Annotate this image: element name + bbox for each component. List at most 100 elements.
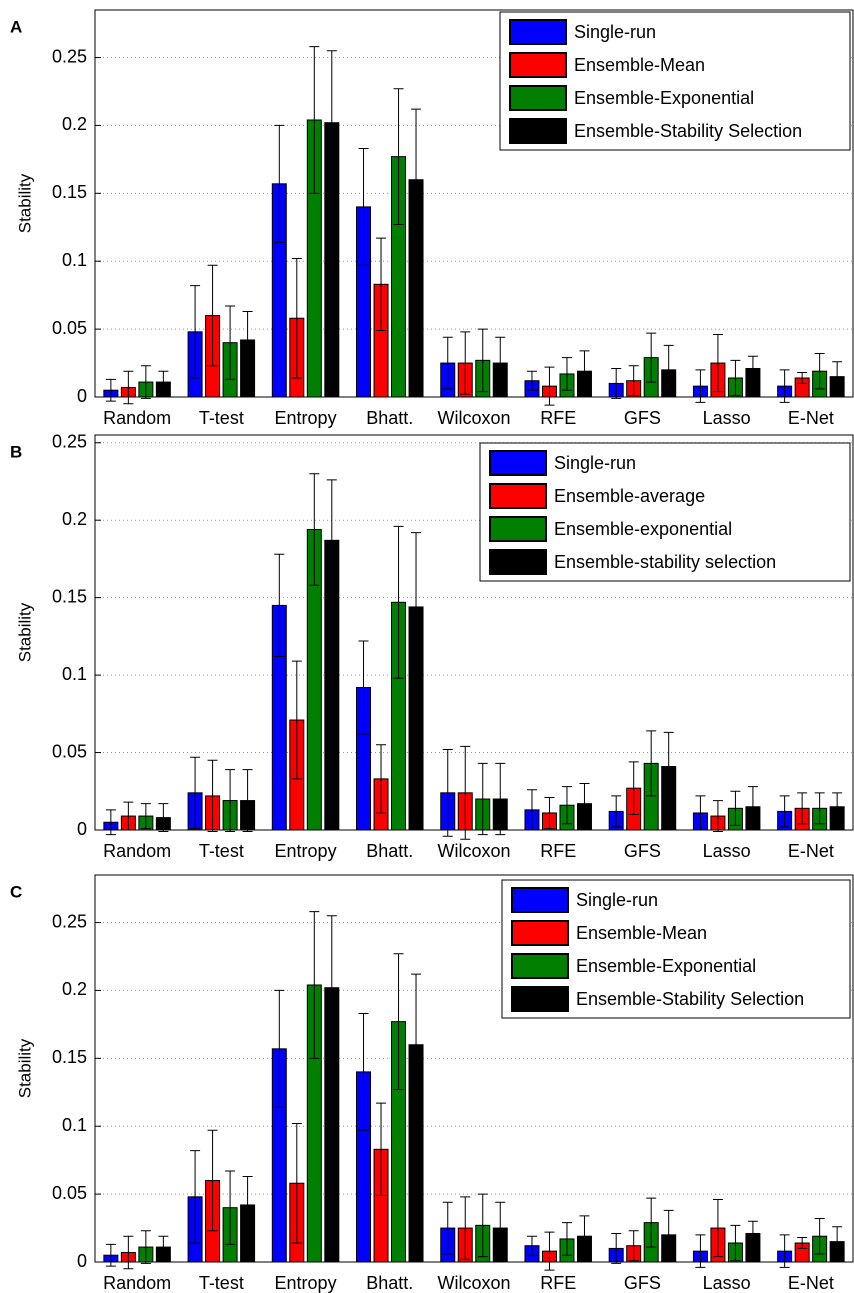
x-tick-label: RFE [540, 408, 576, 428]
error-bar [814, 353, 825, 390]
error-bar [376, 1102, 387, 1196]
error-bar [274, 989, 285, 1108]
error-bar [477, 1193, 488, 1258]
error-bar [442, 336, 453, 390]
error-bar [274, 124, 285, 243]
error-bar [646, 1197, 657, 1248]
y-axis-label: Stability [15, 1038, 34, 1098]
error-bar [832, 361, 843, 393]
error-bar [814, 1218, 825, 1255]
x-tick-label: Lasso [703, 408, 751, 428]
error-bar [646, 730, 657, 797]
error-bar [190, 1150, 201, 1244]
error-bar [663, 1209, 674, 1260]
x-tick-label: Wilcoxon [437, 1273, 510, 1293]
legend-label: Ensemble-exponential [554, 519, 732, 539]
x-tick-label: Random [103, 408, 171, 428]
axes-frame [94, 434, 854, 831]
x-tick-label: Random [103, 1273, 171, 1293]
error-bar [712, 800, 723, 833]
error-bar [779, 795, 790, 828]
legend-label: Single-run [576, 890, 658, 910]
error-bar [797, 1237, 808, 1249]
error-bar [611, 367, 622, 399]
error-bar [747, 786, 758, 828]
x-tick-label: Entropy [275, 408, 337, 428]
y-tick-label: 0.05 [52, 318, 87, 338]
x-tick-label: E-Net [788, 841, 834, 861]
error-bar [326, 479, 337, 602]
panel-label: B [10, 442, 22, 461]
legend-swatch [509, 52, 567, 78]
error-bar [393, 525, 404, 679]
legend-swatch [489, 549, 547, 575]
x-tick-label: Bhatt. [366, 841, 413, 861]
y-tick-label: 0 [77, 819, 87, 839]
x-tick-label: Lasso [703, 1273, 751, 1293]
y-axis-label: Stability [15, 173, 34, 233]
error-bar [579, 783, 590, 825]
legend-swatch [509, 85, 567, 111]
legend-swatch [489, 450, 547, 476]
y-tick-label: 0.15 [52, 182, 87, 202]
x-tick-label: Entropy [275, 841, 337, 861]
legend-label: Ensemble-Mean [574, 55, 705, 75]
y-tick-label: 0.25 [52, 46, 87, 66]
error-bar [495, 1201, 506, 1255]
x-tick-label: Wilcoxon [437, 408, 510, 428]
error-bar [561, 1222, 572, 1256]
error-bar [140, 365, 151, 399]
error-bar [225, 305, 236, 380]
error-bar [495, 336, 506, 390]
axes-frame [94, 9, 854, 398]
error-bar [207, 1129, 218, 1232]
y-tick-label: 0.1 [62, 664, 87, 684]
x-tick-label: T-test [199, 841, 244, 861]
error-bar [274, 553, 285, 658]
error-bar [832, 792, 843, 822]
axes-frame [94, 874, 854, 1263]
legend-label: Ensemble-stability selection [554, 552, 776, 572]
error-bar [242, 310, 253, 369]
y-tick-label: 0 [77, 1251, 87, 1271]
error-bar [628, 1230, 639, 1262]
x-tick-label: Lasso [703, 841, 751, 861]
error-bar [747, 1220, 758, 1247]
legend-swatch [511, 887, 569, 913]
y-tick-label: 0.15 [52, 586, 87, 606]
y-tick-label: 0.2 [62, 509, 87, 529]
error-bar [158, 370, 169, 394]
error-bar [105, 809, 116, 836]
legend-label: Ensemble-Exponential [576, 956, 756, 976]
legend-label: Ensemble-average [554, 486, 705, 506]
error-bar [477, 762, 488, 836]
legend-swatch [509, 19, 567, 45]
error-bar [561, 786, 572, 825]
legend-label: Single-run [574, 22, 656, 42]
y-tick-label: 0.25 [52, 911, 87, 931]
error-bar [526, 370, 537, 391]
error-bar [544, 1231, 555, 1271]
y-axis-label: Stability [15, 602, 34, 662]
error-bar [628, 365, 639, 397]
error-bar [309, 911, 320, 1059]
legend-swatch [511, 986, 569, 1012]
error-bar [544, 796, 555, 829]
panel-label: A [10, 17, 22, 36]
error-bar [477, 328, 488, 393]
error-bar [358, 640, 369, 735]
error-bar [611, 795, 622, 828]
x-tick-label: RFE [540, 1273, 576, 1293]
error-bar [358, 1013, 369, 1131]
x-tick-label: Wilcoxon [437, 841, 510, 861]
error-bar [207, 759, 218, 833]
error-bar [411, 108, 422, 251]
y-tick-label: 0.25 [52, 431, 87, 451]
legend-swatch [489, 483, 547, 509]
error-bar [393, 88, 404, 226]
x-tick-label: E-Net [788, 408, 834, 428]
y-tick-label: 0.2 [62, 114, 87, 134]
error-bar [730, 1224, 741, 1262]
error-bar [663, 344, 674, 395]
panel-label: C [10, 882, 22, 901]
